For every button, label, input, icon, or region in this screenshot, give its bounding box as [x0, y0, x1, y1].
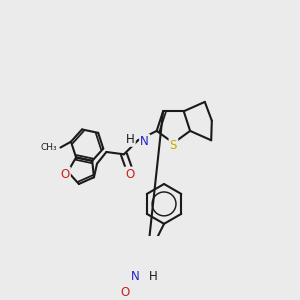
Text: H: H	[126, 133, 134, 146]
Text: S: S	[170, 139, 177, 152]
Text: H: H	[149, 270, 158, 283]
Text: CH₃: CH₃	[40, 143, 57, 152]
Text: O: O	[121, 286, 130, 299]
Text: N: N	[131, 270, 140, 283]
Text: O: O	[60, 167, 70, 181]
Text: O: O	[125, 168, 134, 181]
Text: N: N	[140, 135, 149, 148]
